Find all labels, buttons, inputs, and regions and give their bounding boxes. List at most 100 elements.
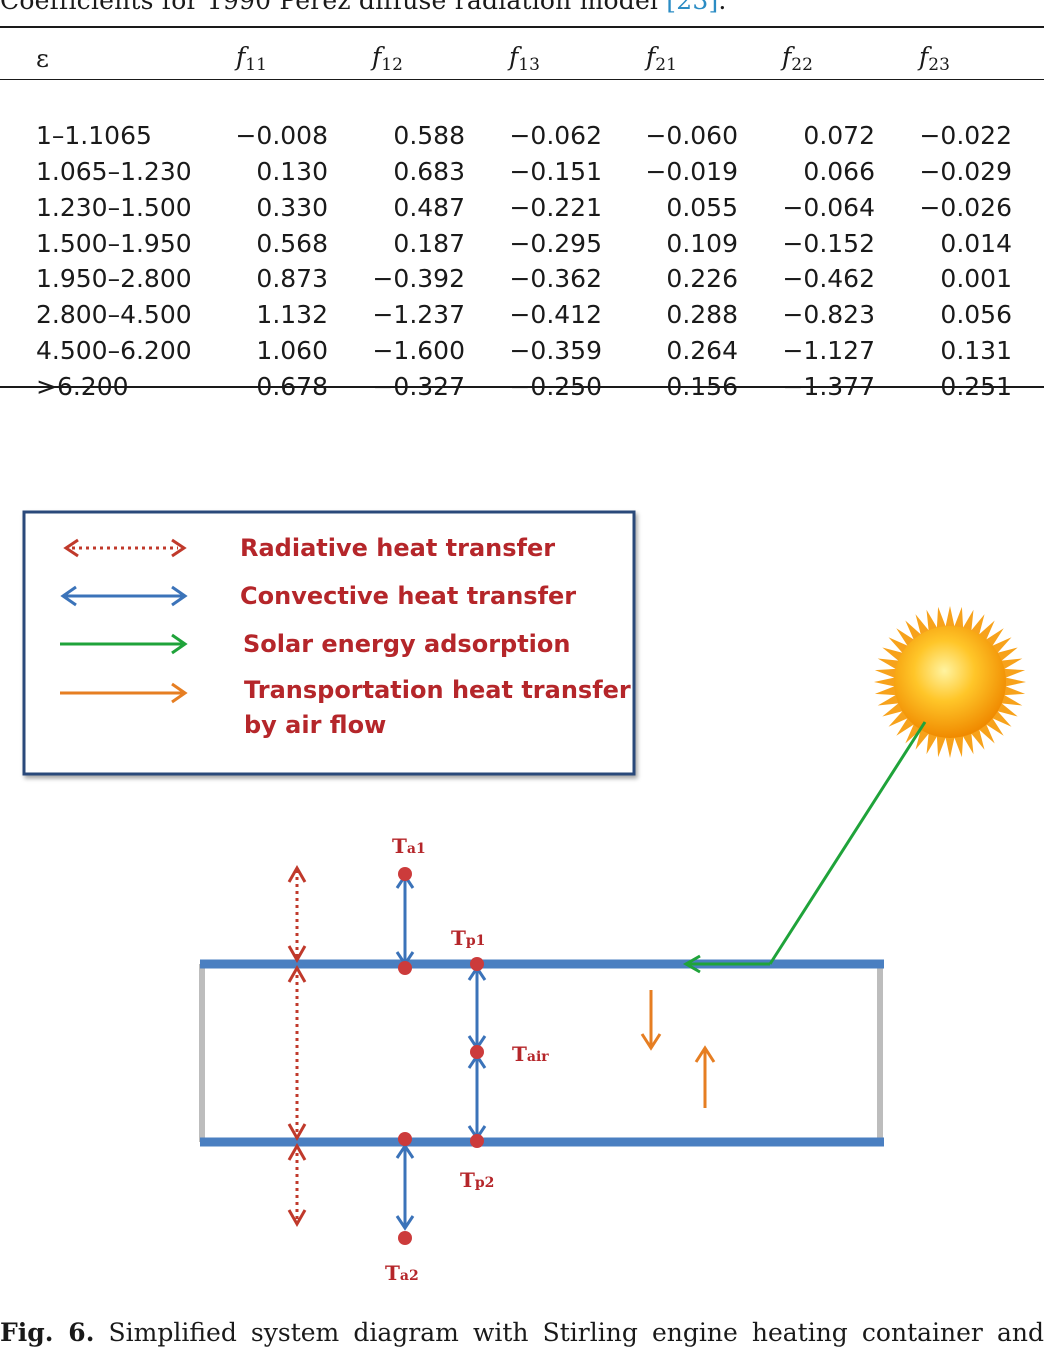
cell-epsilon-range: 1.065–1.230 [36, 156, 192, 186]
cell-coefficient: 1.060 [256, 335, 328, 365]
header-f12: f12 [372, 41, 403, 75]
cell-coefficient: 0.568 [256, 228, 328, 258]
legend-transport-arrow [60, 682, 188, 704]
cell-coefficient: −0.026 [919, 192, 1012, 222]
air-flow-down-arrow [640, 990, 662, 1051]
system-diagram: Radiative heat transfer Convective heat … [0, 490, 1044, 1300]
cell-epsilon-range: 4.500–6.200 [36, 335, 192, 365]
cell-coefficient: −0.019 [645, 156, 738, 186]
cell-coefficient: −0.008 [235, 121, 328, 151]
legend-solar-label: Solar energy adsorption [243, 630, 570, 658]
cell-coefficient: −0.152 [782, 228, 875, 258]
header-f11: f11 [236, 41, 267, 75]
legend-solar-arrow [60, 633, 188, 655]
node-tp2 [470, 1134, 484, 1148]
node-top-plate [398, 961, 412, 975]
header-epsilon: ε [36, 43, 49, 73]
figure-caption-text: Simplified system diagram with Stirling … [94, 1318, 1044, 1347]
table-row: 2.800–4.500 1.132 −1.237 −0.412 0.288 −0.823 0… [0, 297, 1044, 333]
cell-coefficient: 0.187 [393, 228, 465, 258]
cell-coefficient: 0.014 [940, 228, 1012, 258]
table-caption-text: Coefficients for 1990 Perez diffuse radi… [0, 0, 667, 15]
legend-transport-label-2: by air flow [244, 711, 386, 739]
legend-transport-label-1: Transportation heat transfer [244, 676, 631, 704]
table-bottom-rule [0, 386, 1044, 388]
legend-radiative-arrow [63, 538, 187, 558]
figure-caption-label: Fig. 6. [0, 1318, 95, 1347]
cell-coefficient: 0.056 [940, 300, 1012, 330]
header-f22: f22 [782, 41, 813, 75]
cell-coefficient: −0.462 [782, 264, 875, 294]
convective-arrow-ta2 [395, 1143, 415, 1231]
table-row: 1.500–1.950 0.568 0.187 −0.295 0.109 −0.152 0.… [0, 225, 1044, 261]
cell-coefficient: 0.131 [940, 335, 1012, 365]
sun-disc [894, 626, 1006, 738]
cell-epsilon-range: 1.950–2.800 [36, 264, 192, 294]
cell-epsilon-range: 2.800–4.500 [36, 300, 192, 330]
table-row: 1–1.1065 −0.008 0.588 −0.062 −0.060 0.072 −0.0… [0, 118, 1044, 154]
cell-coefficient: −0.823 [782, 300, 875, 330]
cell-coefficient: 0.873 [256, 264, 328, 294]
table-row: >6.200 0.678 −0.327 −0.250 0.156 −1.377 0.251 [0, 368, 1044, 404]
label-ta2: Ta2 [385, 1261, 419, 1285]
table-body: 1–1.1065 −0.008 0.588 −0.062 −0.060 0.072 −0.0… [0, 82, 1044, 404]
convective-arrow-tair-tp2 [467, 1053, 487, 1141]
cell-coefficient: 0.588 [393, 121, 465, 151]
header-f13: f13 [509, 41, 540, 75]
cell-coefficient: −0.392 [372, 264, 465, 294]
cell-coefficient: −0.029 [919, 156, 1012, 186]
sun-icon [874, 606, 1026, 758]
cell-coefficient: 0.251 [940, 371, 1012, 401]
cell-epsilon-range: >6.200 [36, 371, 129, 401]
coefficients-table: ε f11 f12 f13 f21 f22 f23 1–1.1065 −0.008… [0, 34, 1044, 404]
table-top-rule [0, 26, 1044, 28]
radiative-arrow-middle [287, 964, 307, 1142]
cell-coefficient: −0.362 [509, 264, 602, 294]
header-f23: f23 [919, 41, 950, 75]
cell-coefficient: −0.151 [509, 156, 602, 186]
cell-coefficient: 0.001 [940, 264, 1012, 294]
legend-convective-label: Convective heat transfer [240, 582, 576, 610]
cell-coefficient: 0.130 [256, 156, 328, 186]
table-row: 1.230–1.500 0.330 0.487 −0.221 0.055 −0.064 −0… [0, 189, 1044, 225]
cell-coefficient: 0.109 [666, 228, 738, 258]
cell-coefficient: 0.055 [666, 192, 738, 222]
cell-epsilon-range: 1.500–1.950 [36, 228, 192, 258]
radiative-arrow-top [287, 864, 307, 964]
cell-coefficient: −1.237 [372, 300, 465, 330]
reference-link[interactable]: [23] [666, 0, 719, 15]
cell-coefficient: −0.022 [919, 121, 1012, 151]
convective-arrow-ta1 [395, 873, 415, 967]
radiative-arrow-bottom [287, 1142, 307, 1228]
cell-coefficient: −1.377 [782, 371, 875, 401]
cell-epsilon-range: 1.230–1.500 [36, 192, 192, 222]
cell-coefficient: 0.264 [666, 335, 738, 365]
table-row: 1.065–1.230 0.130 0.683 −0.151 −0.019 0.066 −0… [0, 154, 1044, 190]
cell-coefficient: −0.327 [372, 371, 465, 401]
label-ta1: Ta1 [392, 834, 426, 858]
cell-coefficient: 1.132 [256, 300, 328, 330]
air-flow-up-arrow [694, 1045, 716, 1108]
cell-coefficient: −0.064 [782, 192, 875, 222]
cell-coefficient: −0.359 [509, 335, 602, 365]
node-ta2 [398, 1231, 412, 1245]
cell-coefficient: 0.066 [803, 156, 875, 186]
cell-coefficient: −0.412 [509, 300, 602, 330]
solar-ray-arrow [682, 721, 927, 974]
node-tair [470, 1045, 484, 1059]
cell-coefficient: −0.060 [645, 121, 738, 151]
label-tp1: Tp1 [451, 926, 485, 950]
cell-epsilon-range: 1–1.1065 [36, 121, 152, 151]
cell-coefficient: 0.683 [393, 156, 465, 186]
table-row: 4.500–6.200 1.060 −1.600 −0.359 0.264 −1.127 0… [0, 333, 1044, 369]
figure-caption: Fig. 6. Simplified system diagram with S… [0, 1318, 1044, 1347]
cell-coefficient: −0.295 [509, 228, 602, 258]
cell-coefficient: −0.062 [509, 121, 602, 151]
cell-coefficient: 0.072 [803, 121, 875, 151]
cell-coefficient: 0.288 [666, 300, 738, 330]
cell-coefficient: 0.156 [666, 371, 738, 401]
cell-coefficient: −1.127 [782, 335, 875, 365]
header-f21: f21 [646, 41, 677, 75]
cell-coefficient: −0.250 [509, 371, 602, 401]
convective-arrow-tp1-tair [467, 965, 487, 1051]
